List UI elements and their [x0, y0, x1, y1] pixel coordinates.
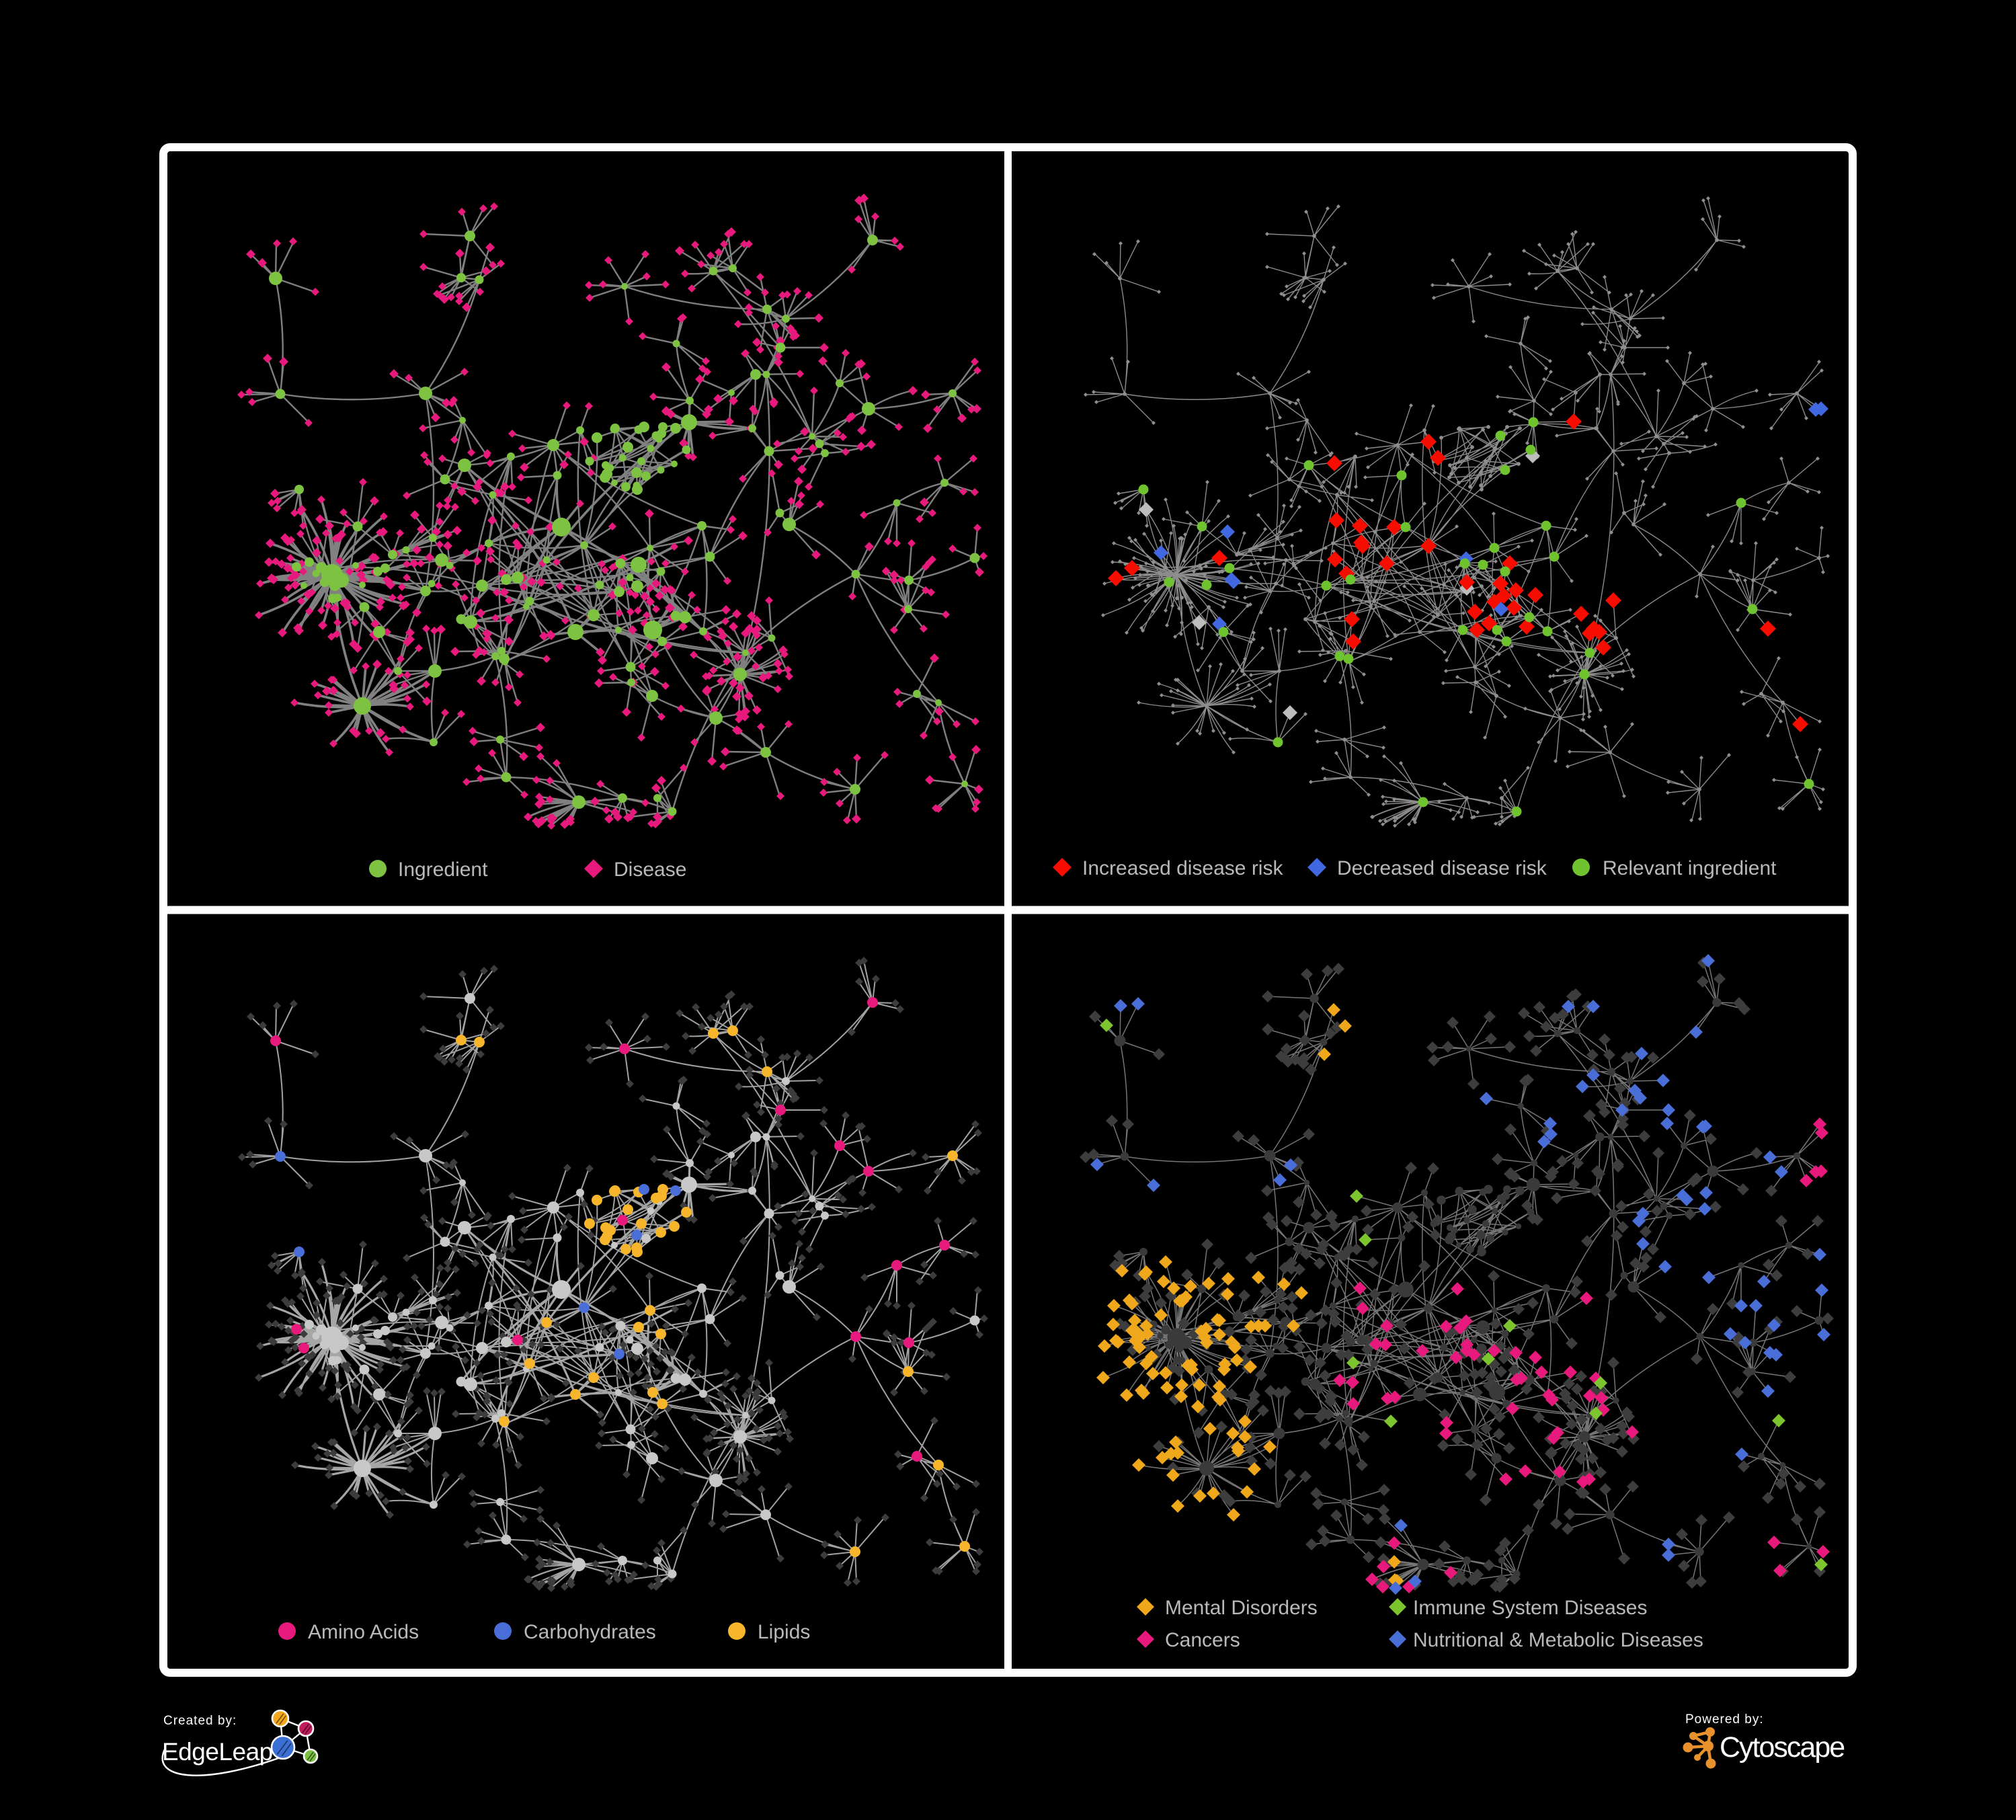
svg-text:Ingredient: Ingredient [398, 859, 488, 881]
svg-text:Powered by:: Powered by: [1685, 1712, 1764, 1727]
svg-text:Immune System Diseases: Immune System Diseases [1413, 1597, 1647, 1619]
svg-text:Lipids: Lipids [758, 1621, 810, 1643]
svg-text:Decreased disease risk: Decreased disease risk [1337, 857, 1547, 879]
svg-text:EdgeLeap: EdgeLeap [162, 1738, 273, 1766]
svg-text:Cytoscape: Cytoscape [1720, 1731, 1844, 1764]
svg-text:Created by:: Created by: [163, 1714, 237, 1728]
svg-text:Amino Acids: Amino Acids [308, 1621, 419, 1643]
svg-text:Relevant ingredient: Relevant ingredient [1603, 857, 1777, 879]
svg-text:Carbohydrates: Carbohydrates [524, 1621, 656, 1643]
svg-text:Nutritional & Metabolic Diseas: Nutritional & Metabolic Diseases [1413, 1629, 1703, 1651]
svg-text:Increased disease risk: Increased disease risk [1082, 857, 1283, 879]
svg-text:Cancers: Cancers [1165, 1629, 1240, 1651]
svg-text:Mental Disorders: Mental Disorders [1165, 1597, 1318, 1619]
svg-text:Disease: Disease [614, 859, 686, 881]
